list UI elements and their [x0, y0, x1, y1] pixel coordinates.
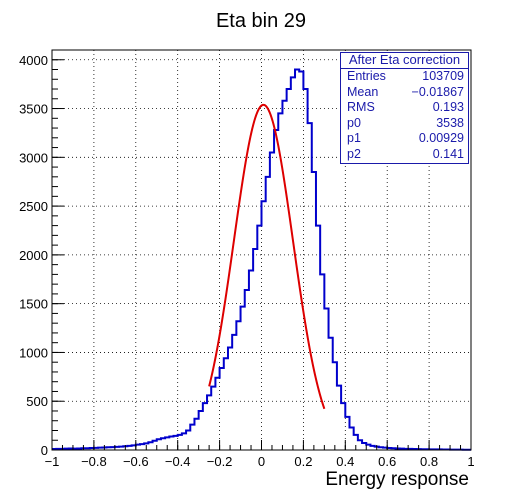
x-tick-label: −1: [45, 454, 60, 469]
stats-label: p0: [347, 115, 361, 130]
x-tick-label: 1: [467, 454, 474, 469]
x-tick-label: 0.6: [378, 454, 396, 469]
stats-value: 0.193: [432, 100, 464, 114]
y-tick-label: 500: [26, 394, 48, 409]
y-tick-label: 3500: [19, 102, 48, 117]
stats-label: p1: [347, 131, 361, 145]
grid-lines: [52, 50, 471, 450]
y-tick-label: 3000: [19, 150, 48, 165]
x-tick-label: −0.8: [81, 454, 107, 469]
y-axis: 0 500 1000 1500 2000 2500 3000 3500 4000: [19, 53, 64, 458]
y-tick-label: 2000: [19, 248, 48, 263]
fit-series: [208, 103, 326, 410]
y-tick-label: 1000: [19, 345, 48, 360]
x-tick-label: 0.8: [420, 454, 438, 469]
histogram-series: [52, 68, 471, 451]
stats-row-rms: RMS 0.193: [341, 100, 468, 116]
fit-curve: [208, 103, 326, 410]
stats-row-p1: p1 0.00929: [341, 131, 468, 147]
x-tick-label: −0.2: [207, 454, 233, 469]
stats-row-entries: Entries 103709: [341, 69, 468, 85]
x-tick-label: 0.4: [336, 454, 354, 469]
chart-title: Eta bin 29: [216, 10, 306, 32]
stats-label: RMS: [347, 100, 375, 114]
stats-value: 0.141: [432, 146, 464, 161]
x-tick-label: 0: [258, 454, 265, 469]
stats-value: 3538: [436, 115, 464, 130]
x-tick-label: −0.4: [165, 454, 191, 469]
stats-value: −0.01867: [411, 84, 464, 99]
stats-row-p0: p0 3538: [341, 116, 468, 132]
stats-label: Mean: [347, 84, 379, 99]
stats-value: 103709: [422, 69, 464, 83]
stats-box-title: After Eta correction: [341, 53, 468, 69]
x-tick-label: 0.2: [294, 454, 312, 469]
x-axis: −1 −0.8 −0.6 −0.4 −0.2 0 0.2 0.4 0.6 0.8 1: [45, 440, 475, 469]
stats-label: Entries: [347, 69, 386, 83]
x-tick-label: −0.6: [123, 454, 149, 469]
y-tick-label: 1500: [19, 297, 48, 312]
stats-box: After Eta correction Entries 103709 Mean…: [340, 52, 469, 164]
stats-row-p2: p2 0.141: [341, 147, 468, 163]
stats-value: 0.00929: [418, 131, 464, 145]
stats-label: p2: [347, 146, 361, 161]
stats-row-mean: Mean −0.01867: [341, 85, 468, 101]
x-axis-label: Energy response: [325, 469, 469, 490]
histogram-line: [52, 68, 471, 451]
y-tick-label: 2500: [19, 199, 48, 214]
y-tick-label: 0: [41, 443, 48, 458]
y-tick-label: 4000: [19, 53, 48, 68]
